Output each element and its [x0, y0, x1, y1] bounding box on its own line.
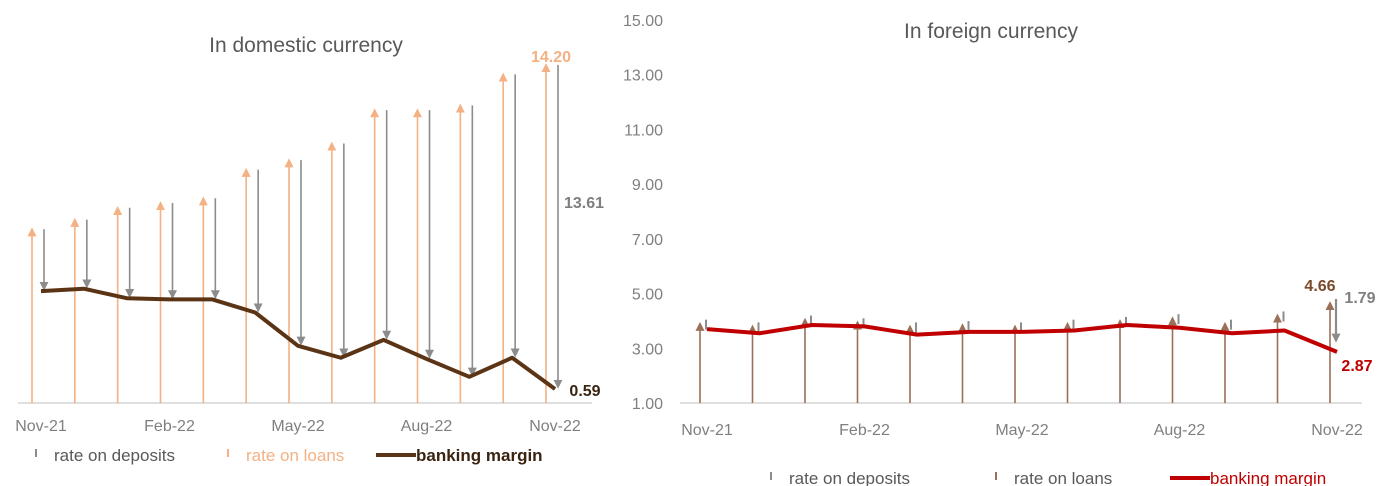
- banking-margin-value-label: 2.87: [1341, 358, 1372, 375]
- y-tick-label: 9.00: [632, 177, 663, 194]
- legend-deposit-label: rate on deposits: [54, 446, 175, 465]
- legend-deposit-label: rate on deposits: [789, 469, 910, 486]
- x-tick-label: Nov-21: [681, 422, 733, 439]
- x-tick-label: Nov-22: [529, 418, 581, 435]
- loan-rate-value-label: 4.66: [1304, 278, 1335, 295]
- x-tick-label: May-22: [271, 418, 324, 435]
- x-tick-label: Nov-21: [15, 418, 67, 435]
- banking-margin-value-label: 0.59: [569, 383, 600, 400]
- legend-margin-label: banking margin: [416, 446, 543, 465]
- chart-title: In domestic currency: [209, 34, 403, 57]
- legend: rate on deposits rate on loans banking mar…: [35, 446, 543, 465]
- banking-margin-line: [40, 286, 557, 391]
- banking-margin-line: [706, 323, 1338, 354]
- x-tick-label: Feb-22: [839, 422, 890, 439]
- legend: rate on deposits rate on loans banking mar…: [770, 469, 1326, 486]
- x-tick-label: May-22: [995, 422, 1048, 439]
- deposit-rate-value-label: 13.61: [564, 195, 604, 212]
- y-tick-label: 15.00: [623, 13, 663, 30]
- x-tick-label: Feb-22: [144, 418, 195, 435]
- chart-foreign: 1.00 3.00 5.00 7.00 9.00 11.00 13.00 15.00 In fo…: [623, 13, 1376, 486]
- y-tick-label: 13.00: [623, 68, 663, 85]
- legend-loan-label: rate on loans: [1014, 469, 1112, 486]
- loan-rate-value-label: 14.20: [531, 49, 571, 66]
- y-tick-label: 5.00: [632, 287, 663, 304]
- chart-domestic: In domestic currency Nov-21 Feb-22 May-22 Au…: [15, 34, 604, 465]
- y-tick-label: 1.00: [632, 396, 663, 413]
- y-tick-label: 7.00: [632, 232, 663, 249]
- y-tick-label: 11.00: [624, 122, 663, 139]
- x-tick-label: Aug-22: [401, 418, 453, 435]
- y-tick-label: 3.00: [632, 341, 663, 358]
- x-tick-label: Nov-22: [1311, 422, 1363, 439]
- legend-loan-label: rate on loans: [246, 446, 344, 465]
- legend-margin-label: banking margin: [1210, 469, 1326, 486]
- chart-title: In foreign currency: [904, 20, 1078, 43]
- x-tick-label: Aug-22: [1154, 422, 1206, 439]
- deposit-rate-value-label: 1.79: [1344, 290, 1375, 307]
